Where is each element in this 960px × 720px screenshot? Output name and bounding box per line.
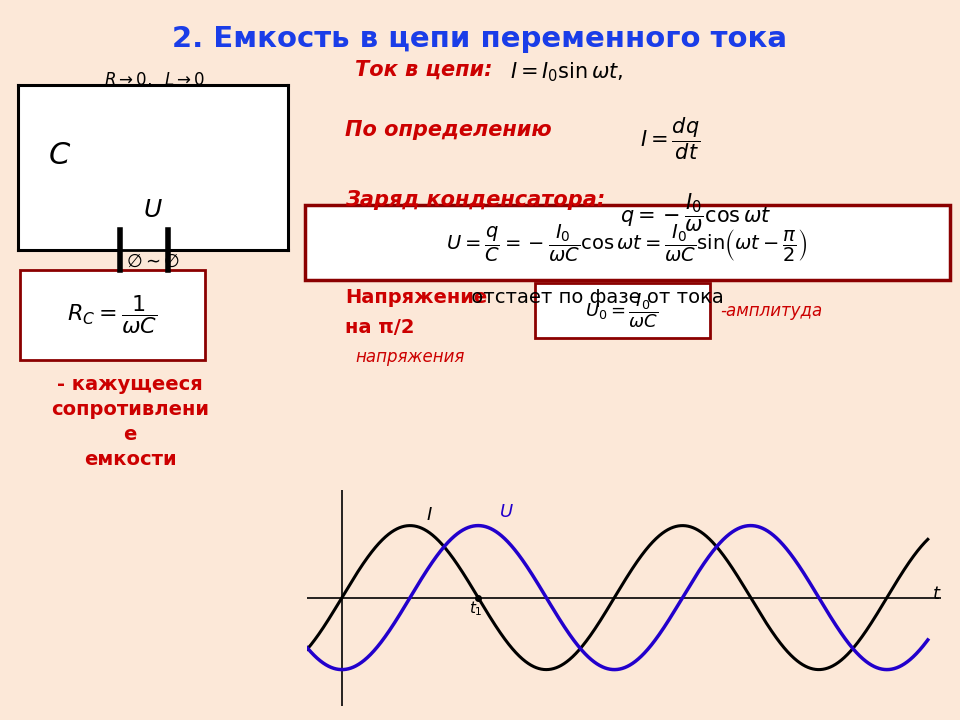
Text: $\varnothing \sim \varnothing$: $\varnothing \sim \varnothing$ — [126, 253, 180, 271]
Text: $I$: $I$ — [426, 506, 433, 524]
Text: $C$: $C$ — [48, 140, 72, 169]
Text: $t$: $t$ — [932, 585, 942, 603]
Text: $R \rightarrow 0,\;\; L \rightarrow 0$: $R \rightarrow 0,\;\; L \rightarrow 0$ — [105, 70, 205, 89]
Text: $U_0 = \dfrac{I_0}{\omega C}$: $U_0 = \dfrac{I_0}{\omega C}$ — [586, 292, 659, 330]
Text: 2. Емкость в цепи переменного тока: 2. Емкость в цепи переменного тока — [173, 25, 787, 53]
Text: Заряд конденсатора:: Заряд конденсатора: — [345, 190, 605, 210]
Text: $R_C = \dfrac{1}{\omega C}$: $R_C = \dfrac{1}{\omega C}$ — [67, 294, 157, 336]
FancyBboxPatch shape — [18, 85, 288, 250]
Text: $I = \dfrac{dq}{dt}$: $I = \dfrac{dq}{dt}$ — [640, 115, 700, 161]
FancyBboxPatch shape — [535, 283, 710, 338]
Text: напряжения: напряжения — [355, 348, 465, 366]
Text: $I = I_0 \sin \omega t,$: $I = I_0 \sin \omega t,$ — [510, 60, 623, 84]
Text: на π/2: на π/2 — [345, 318, 415, 337]
FancyBboxPatch shape — [20, 270, 205, 360]
Text: -амплитуда: -амплитуда — [720, 302, 823, 320]
Text: $U = \dfrac{q}{C} = -\dfrac{I_0}{\omega C}\cos \omega t = \dfrac{I_0}{\omega C}\: $U = \dfrac{q}{C} = -\dfrac{I_0}{\omega … — [446, 222, 807, 264]
Text: $t_1$: $t_1$ — [469, 600, 483, 618]
Text: $q = -\dfrac{I_0}{\omega} \cos \omega t$: $q = -\dfrac{I_0}{\omega} \cos \omega t$ — [620, 192, 772, 234]
Text: Ток в цепи:: Ток в цепи: — [355, 60, 492, 80]
Text: $U$: $U$ — [498, 503, 514, 521]
Text: $U$: $U$ — [143, 198, 163, 222]
Text: Напряжение: Напряжение — [345, 288, 488, 307]
Text: - кажущееся
сопротивлени
е
емкости: - кажущееся сопротивлени е емкости — [51, 375, 209, 469]
Text: По определению: По определению — [345, 120, 552, 140]
Text: отстает по фазе от тока: отстает по фазе от тока — [465, 288, 724, 307]
FancyBboxPatch shape — [305, 205, 950, 280]
